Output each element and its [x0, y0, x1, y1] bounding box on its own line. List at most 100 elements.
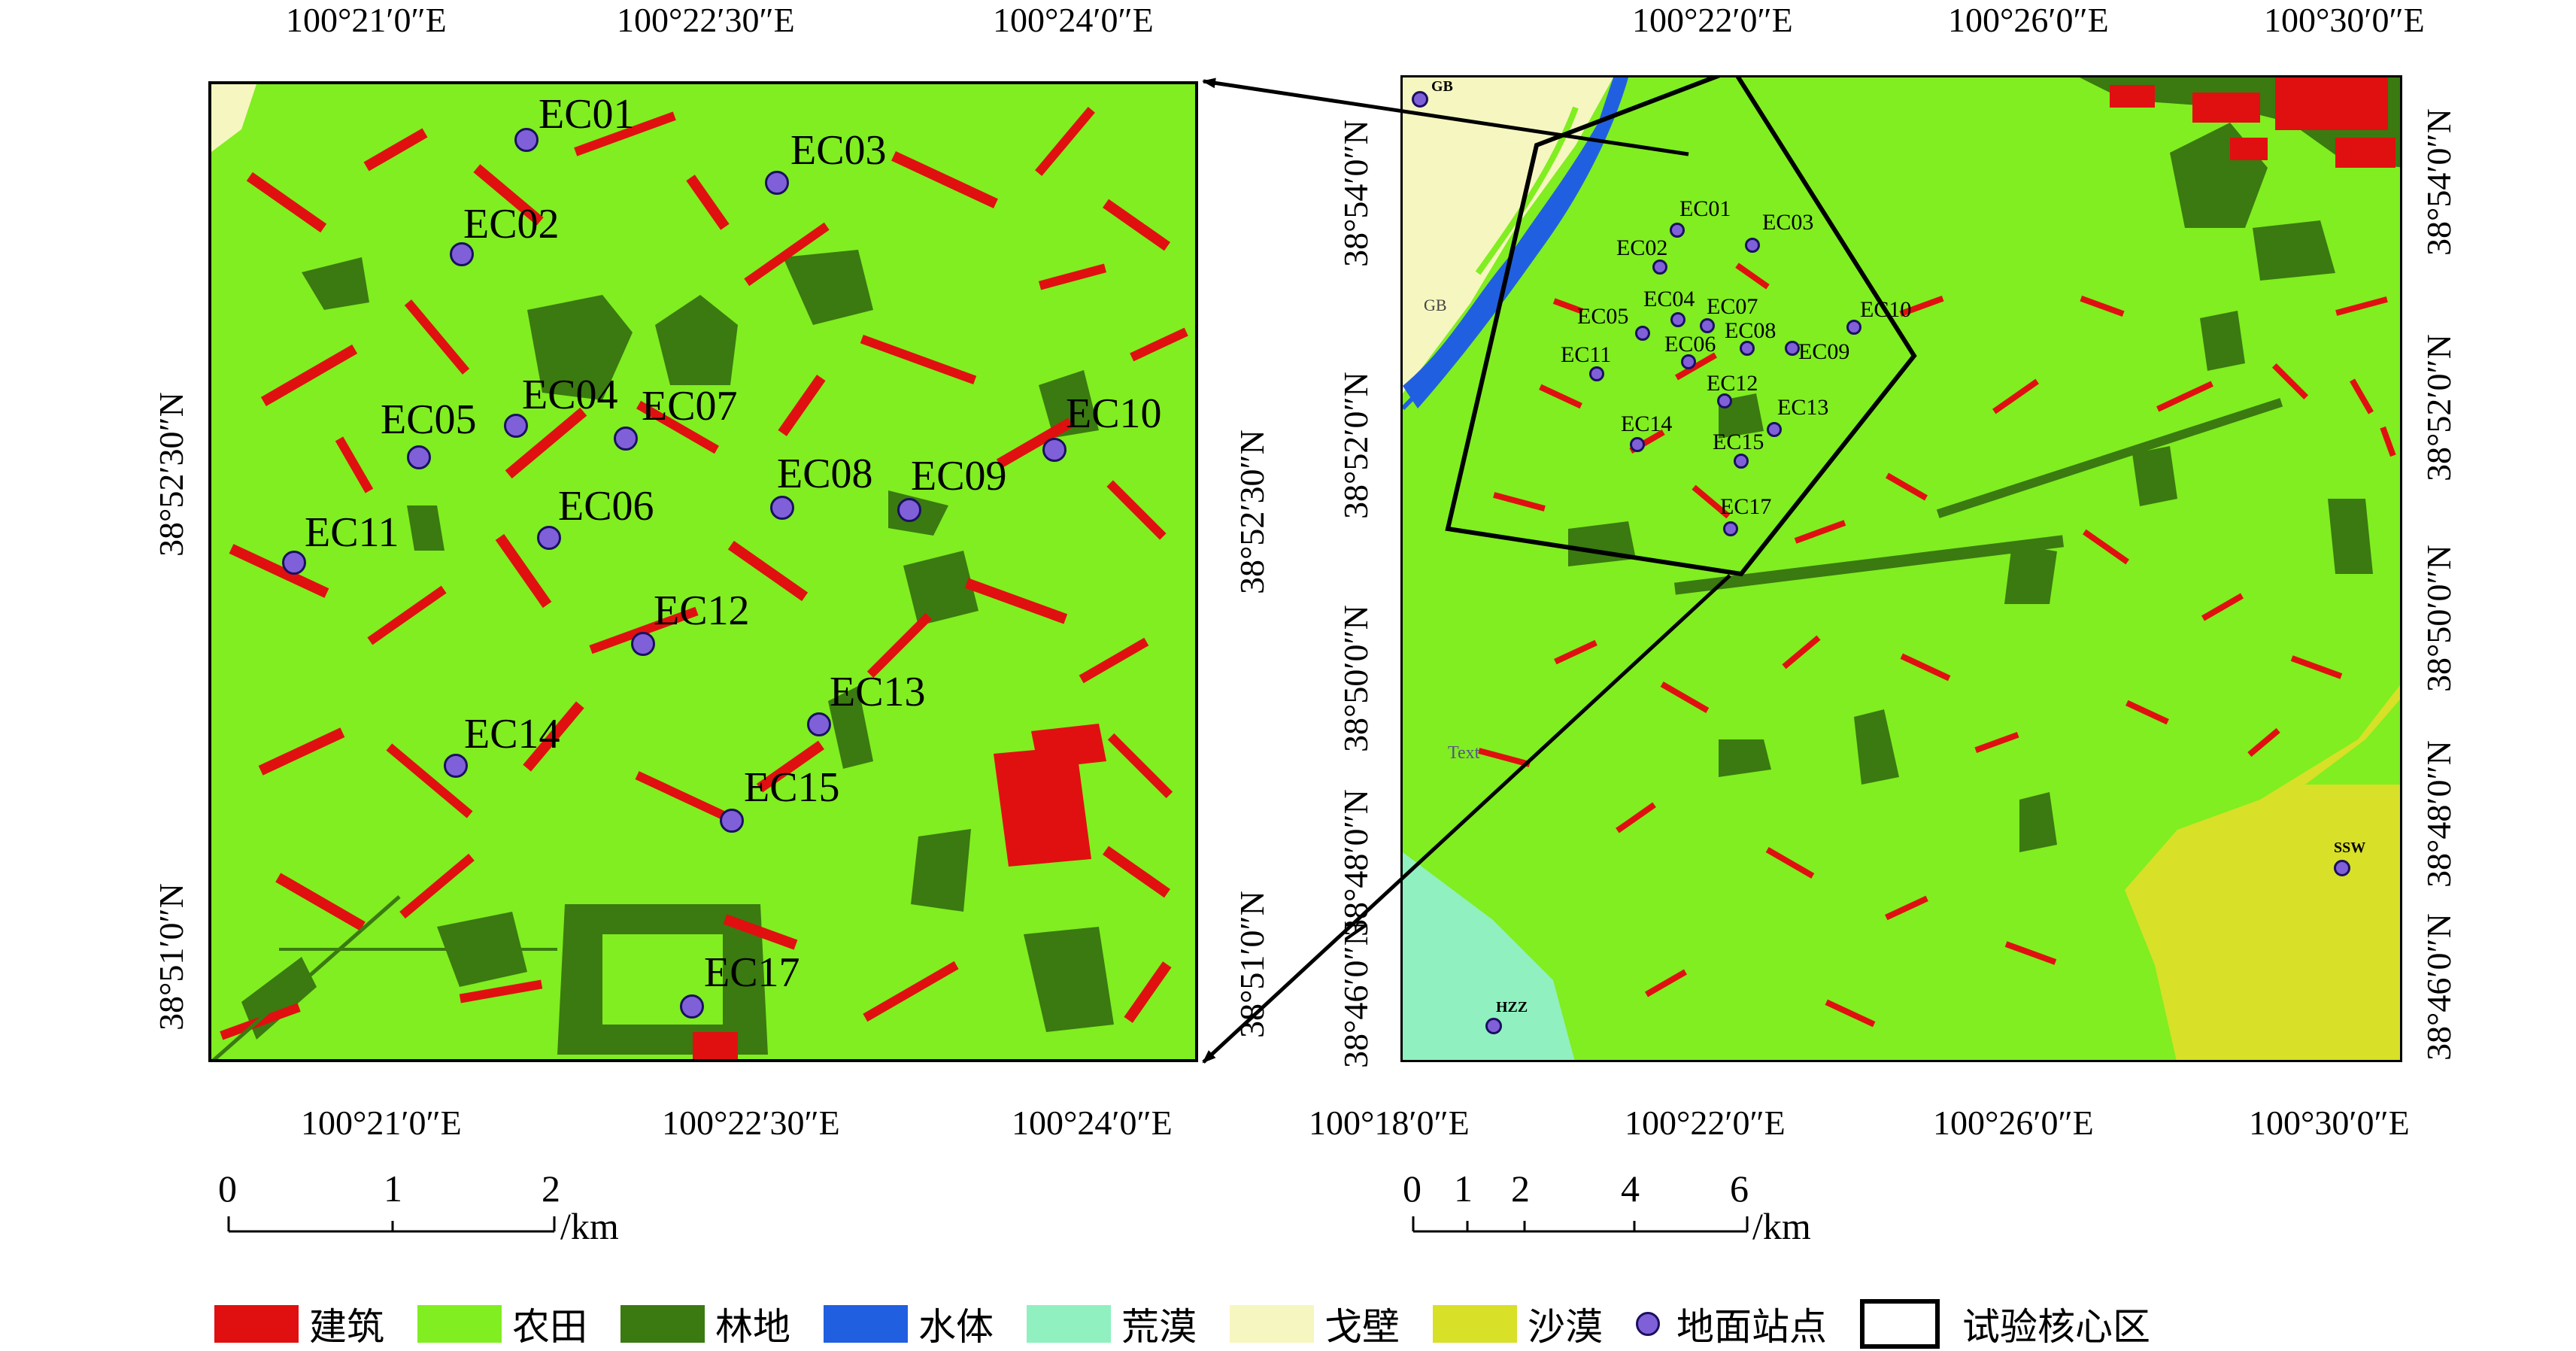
- station-marker[interactable]: [1740, 341, 1755, 356]
- station-label: EC13: [1777, 395, 1829, 420]
- legend-label: 建筑: [309, 1305, 384, 1349]
- station-label: EC01: [539, 91, 635, 138]
- station-label: EC05: [381, 396, 477, 443]
- station-label: EC03: [1762, 210, 1814, 235]
- right-right-lat-label: 38°50′0″N: [2420, 545, 2458, 692]
- station-label: EC11: [1561, 342, 1612, 367]
- station-marker[interactable]: [282, 551, 306, 575]
- scale-tick-label: 6: [1730, 1167, 1749, 1210]
- station-label: EC05: [1577, 304, 1629, 329]
- right-left-lat-label: 38°52′0″N: [1337, 372, 1375, 519]
- scale-tick-label: 4: [1621, 1167, 1640, 1210]
- left-scale-bar: 0 1 2 /km: [218, 1170, 619, 1245]
- station-marker[interactable]: [444, 754, 468, 778]
- station-label: EC17: [1720, 494, 1772, 519]
- right-top-lon-label: 100°26′0″E: [1948, 1, 2109, 39]
- legend-item: 地面站点: [1636, 1297, 1827, 1351]
- legend-item: 水体: [824, 1297, 994, 1351]
- right-left-lat-label: 38°50′0″N: [1337, 605, 1375, 752]
- station-marker[interactable]: [2334, 860, 2350, 876]
- right-bottom-lon-label: 100°22′0″E: [1625, 1104, 1786, 1142]
- station-marker[interactable]: [537, 526, 561, 550]
- legend-item: 沙漠: [1433, 1297, 1603, 1351]
- station-marker[interactable]: [614, 427, 638, 451]
- station-marker[interactable]: [504, 414, 528, 438]
- core-area-outline: [1445, 77, 1917, 577]
- station-marker[interactable]: [1630, 437, 1645, 452]
- station-marker[interactable]: [1635, 326, 1650, 341]
- station-marker[interactable]: [897, 498, 921, 522]
- station-label: EC10: [1066, 390, 1162, 437]
- left-map: EC01 EC02 EC03 EC04 EC05 EC06 EC07 EC08 …: [208, 81, 1198, 1062]
- station-marker[interactable]: [720, 809, 744, 833]
- left-lat-label: 38°51′0″N: [152, 883, 190, 1031]
- legend-item: 戈壁: [1230, 1297, 1400, 1351]
- station-label: EC06: [558, 483, 654, 530]
- scale-tick-label: 2: [1511, 1167, 1530, 1210]
- station-marker[interactable]: [1734, 454, 1749, 469]
- station-marker[interactable]: [1846, 320, 1861, 335]
- station-marker[interactable]: [1670, 223, 1685, 238]
- legend: 建筑 农田 林地 水体 荒漠 戈壁 沙漠 地面站点 试验核心区: [214, 1298, 2183, 1350]
- station-marker[interactable]: [1042, 438, 1067, 462]
- right-scale-bar: 0 1 2 4 6 /km: [1403, 1167, 1861, 1245]
- legend-label: 沙漠: [1528, 1305, 1603, 1349]
- left-lat-label: 38°52′30″N: [152, 392, 190, 557]
- station-marker[interactable]: [514, 128, 539, 152]
- right-bottom-lon-label: 100°26′0″E: [1933, 1104, 2094, 1142]
- station-marker[interactable]: [631, 632, 655, 656]
- right-top-lon-label: 100°22′0″E: [1632, 1, 1793, 39]
- station-marker[interactable]: [1723, 521, 1738, 536]
- station-marker[interactable]: [765, 171, 789, 195]
- station-marker[interactable]: [1412, 91, 1428, 108]
- station-marker[interactable]: [1785, 341, 1800, 356]
- station-label: EC15: [744, 764, 840, 811]
- station-label: EC07: [642, 383, 738, 430]
- legend-label: 林地: [715, 1305, 790, 1349]
- station-marker[interactable]: [1681, 354, 1696, 369]
- left-top-lon-label: 100°24′0″E: [993, 1, 1154, 39]
- left-right-lat-label: 38°52′30″N: [1233, 430, 1271, 594]
- station-label: EC08: [777, 451, 873, 497]
- station-marker[interactable]: [1717, 393, 1732, 408]
- station-label: EC11: [305, 509, 399, 556]
- station-marker[interactable]: [1745, 238, 1760, 253]
- left-top-lon-label: 100°22′30″E: [617, 1, 795, 39]
- legend-item: 荒漠: [1027, 1297, 1197, 1351]
- left-bottom-lon-label: 100°22′30″E: [662, 1104, 840, 1142]
- scale-tick-label: 0: [1403, 1167, 1422, 1210]
- svg-text:GB: GB: [1424, 296, 1447, 314]
- scale-unit: /km: [560, 1205, 619, 1247]
- right-right-lat-label: 38°46′0″N: [2420, 913, 2458, 1061]
- station-label: EC04: [522, 372, 618, 418]
- right-right-lat-label: 38°52′0″N: [2420, 334, 2458, 481]
- legend-swatch-sand: [1433, 1305, 1517, 1343]
- station-marker[interactable]: [407, 445, 431, 469]
- legend-swatch-gobi: [1230, 1305, 1314, 1343]
- station-label: EC02: [463, 201, 560, 247]
- legend-label: 水体: [918, 1305, 994, 1349]
- legend-station-icon: [1636, 1312, 1660, 1336]
- right-top-lon-label: 100°30′0″E: [2264, 1, 2425, 39]
- station-marker[interactable]: [807, 712, 831, 736]
- right-left-lat-label: 38°48′0″N: [1337, 789, 1375, 937]
- station-marker[interactable]: [770, 496, 794, 520]
- right-right-lat-label: 38°54′0″N: [2420, 108, 2458, 256]
- station-marker[interactable]: [1652, 260, 1667, 275]
- legend-item: 农田: [417, 1297, 587, 1351]
- station-marker[interactable]: [1589, 366, 1604, 381]
- station-marker[interactable]: [1767, 422, 1782, 437]
- station-label: SSW: [2334, 839, 2366, 856]
- station-marker[interactable]: [1485, 1018, 1502, 1034]
- station-marker[interactable]: [680, 994, 704, 1019]
- station-marker[interactable]: [1700, 318, 1715, 333]
- station-label: GB: [1431, 78, 1453, 95]
- station-label: EC03: [790, 127, 887, 174]
- right-bottom-lon-label: 100°18′0″E: [1309, 1104, 1470, 1142]
- station-marker[interactable]: [1670, 312, 1685, 327]
- station-label: EC12: [1707, 371, 1758, 396]
- scale-tick-label: 0: [218, 1167, 237, 1210]
- right-bottom-lon-label: 100°30′0″E: [2249, 1104, 2410, 1142]
- station-label: HZZ: [1496, 999, 1528, 1016]
- station-marker[interactable]: [450, 242, 474, 266]
